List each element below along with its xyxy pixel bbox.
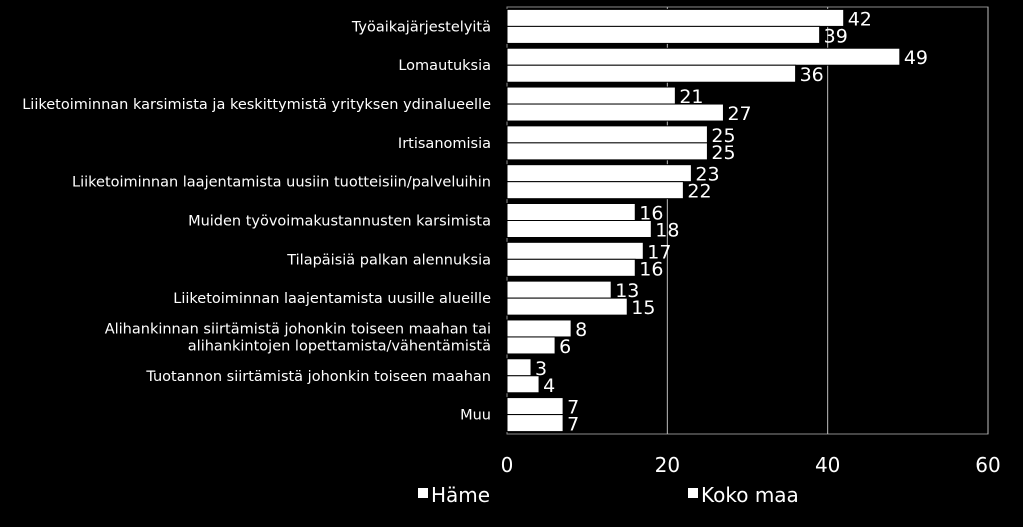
legend-swatch-0 (418, 488, 428, 498)
category-label-5: Muiden työvoimakustannusten karsimista (188, 214, 491, 230)
data-label-koko-maa-4: 22 (687, 181, 711, 203)
bar-koko-maa-1 (506, 64, 797, 83)
bar-hame-7 (506, 280, 612, 299)
bar-koko-maa-8 (506, 336, 556, 355)
data-label-koko-maa-3: 25 (711, 142, 735, 164)
bar-koko-maa-7 (506, 297, 628, 316)
bar-koko-maa-5 (506, 220, 652, 238)
data-label-koko-maa-7: 15 (631, 297, 655, 319)
bar-hame-8 (506, 319, 572, 338)
data-label-hame-3: 25 (711, 125, 735, 147)
bar-hame-4 (506, 164, 692, 183)
data-label-hame-9: 3 (535, 358, 547, 380)
x-tick-label-20: 20 (655, 453, 680, 477)
category-label-8-line-0: Alihankinnan siirtämistä johonkin toisee… (105, 321, 491, 337)
data-label-koko-maa-5: 18 (655, 220, 679, 242)
bar-hame-6 (506, 241, 644, 260)
legend-swatch-1 (688, 488, 698, 498)
bar-koko-maa-0 (506, 25, 821, 44)
bar-hame-10 (506, 397, 564, 416)
data-label-koko-maa-9: 4 (543, 375, 555, 397)
category-label-7: Liiketoiminnan laajentamista uusille alu… (173, 291, 491, 307)
x-tick-label-60: 60 (975, 453, 1000, 477)
data-label-koko-maa-1: 36 (800, 64, 824, 86)
data-label-hame-2: 21 (679, 86, 703, 108)
bar-hame-9 (506, 358, 532, 377)
bar-hame-0 (506, 8, 845, 27)
data-label-hame-10: 7 (567, 397, 579, 419)
bar-koko-maa-9 (506, 375, 540, 394)
data-label-hame-7: 13 (615, 280, 639, 302)
data-label-hame-6: 17 (647, 241, 671, 263)
data-label-koko-maa-10: 7 (567, 414, 579, 436)
data-label-hame-5: 16 (639, 203, 663, 225)
legend-label-1: Koko maa (701, 483, 799, 507)
category-label-8-line-1: alihankintojen lopettamista/vähentämistä (188, 338, 491, 354)
bar-hame-1 (506, 47, 901, 66)
data-label-koko-maa-6: 16 (639, 258, 663, 280)
data-label-hame-8: 8 (575, 319, 587, 341)
bar-hame-3 (506, 125, 708, 144)
bar-koko-maa-6 (506, 258, 636, 277)
data-label-hame-0: 42 (848, 8, 872, 30)
category-label-6: Tilapäisiä palkan alennuksia (286, 252, 491, 268)
x-tick-label-0: 0 (501, 453, 514, 477)
bar-koko-maa-4 (506, 181, 684, 200)
legend-label-0: Häme (431, 483, 490, 507)
bar-koko-maa-2 (506, 103, 724, 122)
data-label-koko-maa-8: 6 (559, 336, 571, 358)
bar-koko-maa-3 (506, 142, 708, 161)
category-label-1: Lomautuksia (398, 58, 491, 74)
bar-hame-2 (506, 86, 676, 105)
x-tick-label-40: 40 (815, 453, 840, 477)
data-label-koko-maa-0: 39 (824, 25, 848, 47)
bar-hame-5 (506, 203, 636, 221)
bar-koko-maa-10 (506, 414, 564, 433)
category-label-9: Tuotannon siirtämistä johonkin toiseen m… (145, 369, 491, 385)
category-label-2: Liiketoiminnan karsimista ja keskittymis… (22, 97, 491, 113)
data-label-hame-4: 23 (695, 164, 719, 186)
category-label-0: Työaikajärjestelyitä (351, 19, 491, 35)
data-label-koko-maa-2: 27 (727, 103, 751, 125)
data-label-hame-1: 49 (904, 47, 928, 69)
category-label-4: Liiketoiminnan laajentamista uusiin tuot… (72, 175, 491, 191)
category-label-3: Irtisanomisia (398, 136, 491, 152)
category-label-10: Muu (460, 408, 491, 424)
